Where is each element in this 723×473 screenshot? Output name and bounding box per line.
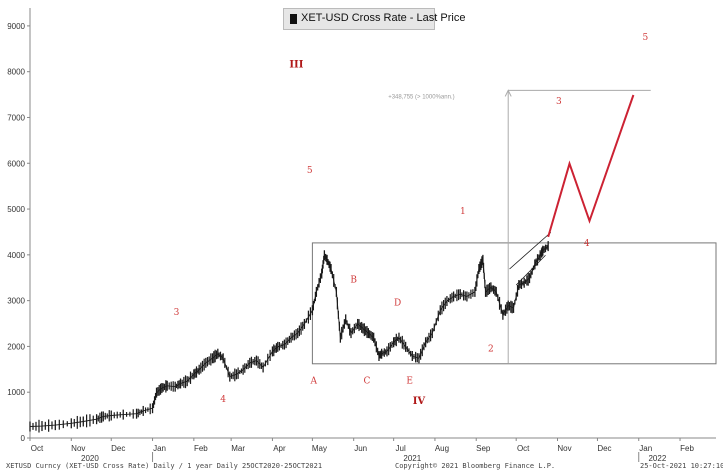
wave-label: 5 bbox=[307, 166, 313, 176]
wave-label: A bbox=[309, 376, 317, 386]
y-tick-label: 3000 bbox=[7, 297, 25, 306]
year-label: 2021 bbox=[403, 454, 421, 463]
x-tick-label: Jul bbox=[396, 444, 406, 453]
x-tick-label: Dec bbox=[111, 444, 125, 453]
wave-label: 1 bbox=[460, 207, 466, 217]
year-label: 2020 bbox=[81, 454, 99, 463]
wave-label: 3 bbox=[556, 97, 562, 107]
y-tick-label: 4000 bbox=[7, 251, 25, 260]
price-line bbox=[29, 245, 549, 427]
wave-labels: 3 4 5 III A B C D EIV 1 2 3 4 5 bbox=[174, 33, 649, 407]
wave-label: E bbox=[406, 376, 413, 386]
footer-copyright: Copyright© 2021 Bloomberg Finance L.P. bbox=[395, 462, 556, 470]
x-tick-label: Dec bbox=[597, 444, 611, 453]
x-tick-label: Nov bbox=[71, 444, 85, 453]
x-tick-label: Oct bbox=[31, 444, 44, 453]
channel-line bbox=[515, 254, 546, 286]
x-tick-label: Feb bbox=[680, 444, 694, 453]
channel-line bbox=[509, 232, 552, 270]
y-tick-label: 8000 bbox=[7, 68, 25, 77]
chart-axes: 0 1000 2000 3000 4000 5000 6000 7000 8000 9000 Oct… bbox=[7, 8, 716, 463]
x-tick-label: Mar bbox=[231, 444, 245, 453]
x-tick-label: May bbox=[312, 444, 327, 453]
y-tick-label: 6000 bbox=[7, 159, 25, 168]
x-tick-label: Jan bbox=[153, 444, 166, 453]
wave-label: B bbox=[350, 276, 357, 286]
wave-label: 4 bbox=[584, 239, 590, 249]
y-tick-label: 0 bbox=[21, 434, 26, 443]
wave-label: C bbox=[364, 376, 371, 386]
x-tick-label: Feb bbox=[194, 444, 208, 453]
wave-label: 4 bbox=[220, 395, 226, 405]
wave-label: D bbox=[394, 299, 401, 309]
price-series bbox=[29, 232, 552, 433]
wave-label: 3 bbox=[174, 308, 180, 318]
x-tick-label: Oct bbox=[517, 444, 530, 453]
wave-label: 2 bbox=[488, 344, 494, 354]
legend-swatch bbox=[290, 14, 297, 24]
x-tick-label: Jun bbox=[354, 444, 367, 453]
x-tick-label: Nov bbox=[557, 444, 571, 453]
y-tick-label: 1000 bbox=[7, 388, 25, 397]
arrow-head bbox=[504, 89, 512, 97]
wave-label: IV bbox=[413, 396, 426, 407]
range-box bbox=[311, 242, 717, 365]
legend: XET-USD Cross Rate - Last Price bbox=[283, 8, 465, 30]
projection-series bbox=[547, 94, 635, 238]
y-tick-label: 9000 bbox=[7, 22, 25, 31]
y-tick-label: 2000 bbox=[7, 342, 25, 351]
x-tick-label: Aug bbox=[435, 444, 449, 453]
wave-label: 5 bbox=[643, 33, 649, 43]
x-tick-label: Sep bbox=[476, 444, 491, 453]
x-tick-label: Apr bbox=[273, 444, 286, 453]
footer-source: XETUSD Curncy (XET-USD Cross Rate) Daily… bbox=[6, 462, 323, 470]
target-label: +348,755 (> 1000%ann.) bbox=[388, 94, 454, 100]
range-annotations: +348,755 (> 1000%ann.) bbox=[311, 89, 717, 365]
footer-timestamp: 25-Oct-2021 10:27:10 bbox=[640, 462, 723, 470]
y-tick-label: 7000 bbox=[7, 113, 25, 122]
year-label: 2022 bbox=[648, 454, 666, 463]
y-tick-label: 5000 bbox=[7, 205, 25, 214]
projection-line bbox=[547, 94, 635, 238]
wave-label: III bbox=[289, 60, 303, 71]
legend-label: XET-USD Cross Rate - Last Price bbox=[301, 12, 466, 24]
x-tick-label: Jan bbox=[639, 444, 652, 453]
